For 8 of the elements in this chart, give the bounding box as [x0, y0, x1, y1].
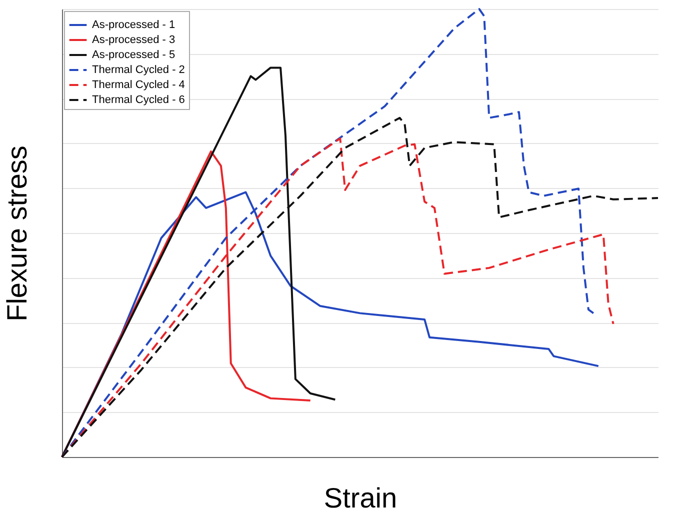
x-axis-title: Strain — [324, 482, 398, 514]
legend-label: Thermal Cycled - 2 — [92, 64, 185, 76]
y-axis-title: Flexure stress — [2, 146, 32, 322]
legend-label: As-processed - 1 — [92, 19, 176, 31]
legend-label: As-processed - 3 — [92, 34, 176, 46]
legend-label: Thermal Cycled - 6 — [92, 94, 185, 106]
legend-label: As-processed - 5 — [92, 49, 176, 61]
legend-label: Thermal Cycled - 4 — [92, 79, 185, 91]
